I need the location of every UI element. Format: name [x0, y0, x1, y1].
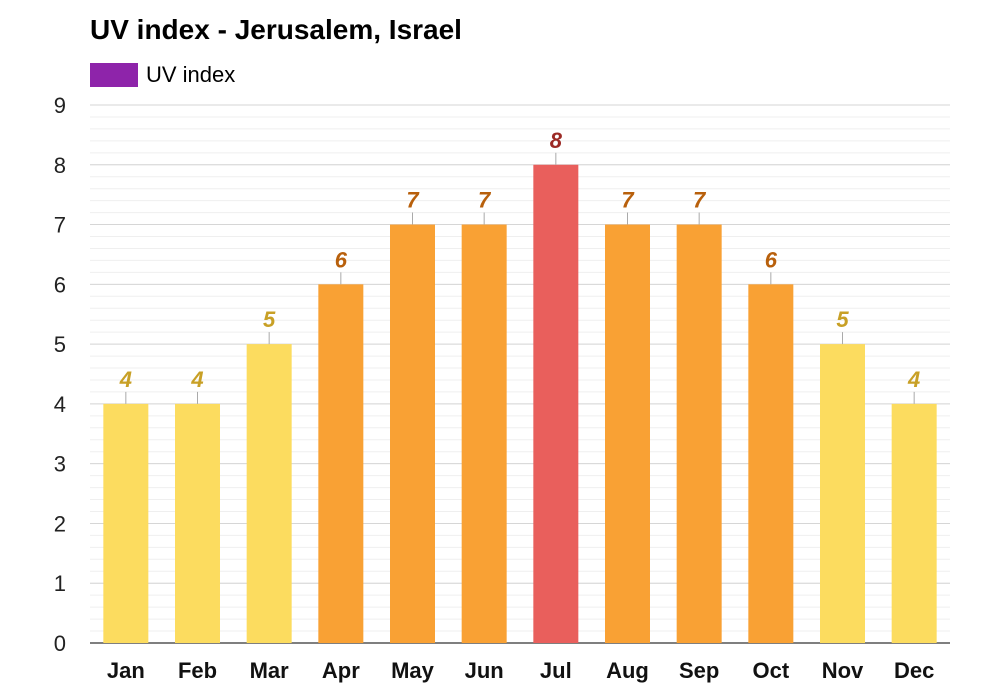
- x-axis: Jan Feb Mar Apr May Jun Jul Aug Sep Oct Nov Dec: [107, 658, 934, 683]
- chart-title: UV index - Jerusalem, Israel: [90, 14, 462, 45]
- legend[interactable]: UV index: [90, 62, 235, 88]
- y-tick-label: 4: [54, 392, 66, 417]
- y-tick-label: 1: [54, 571, 66, 596]
- bar-apr[interactable]: [318, 284, 364, 643]
- data-label-sep: 7: [693, 188, 707, 213]
- x-tick-label-dec: Dec: [894, 658, 934, 683]
- gridlines: [90, 104, 950, 644]
- x-tick-label-aug: Aug: [606, 658, 649, 683]
- x-tick-label-sep: Sep: [679, 658, 719, 683]
- data-label-feb: 4: [190, 367, 203, 392]
- y-tick-label: 3: [54, 452, 66, 477]
- data-label-mar: 5: [263, 307, 276, 332]
- legend-swatch: [90, 63, 138, 87]
- x-tick-label-jan: Jan: [107, 658, 145, 683]
- x-tick-label-jun: Jun: [465, 658, 504, 683]
- y-axis: 0 1 2 3 4 5 6 7 8 9: [54, 93, 950, 656]
- x-tick-label-jul: Jul: [540, 658, 572, 683]
- data-label-jan: 4: [119, 367, 132, 392]
- bar-jan[interactable]: [103, 403, 149, 643]
- bar-sep[interactable]: [676, 224, 722, 644]
- data-label-dec: 4: [907, 367, 920, 392]
- x-tick-label-nov: Nov: [822, 658, 864, 683]
- data-label-jun: 7: [478, 188, 492, 213]
- bar-dec[interactable]: [891, 403, 937, 643]
- y-tick-label: 0: [54, 631, 66, 656]
- bar-oct[interactable]: [748, 284, 794, 643]
- x-tick-label-oct: Oct: [752, 658, 789, 683]
- bar-mar[interactable]: [246, 344, 292, 643]
- y-tick-label: 7: [54, 213, 66, 238]
- bar-aug[interactable]: [605, 224, 650, 644]
- bar-may[interactable]: [390, 224, 435, 644]
- y-tick-label: 5: [54, 332, 66, 357]
- legend-label: UV index: [146, 62, 236, 87]
- x-tick-label-mar: Mar: [250, 658, 290, 683]
- data-label-nov: 5: [836, 307, 849, 332]
- x-tick-label-feb: Feb: [178, 658, 217, 683]
- data-label-jul: 8: [550, 128, 563, 153]
- x-tick-label-apr: Apr: [322, 658, 360, 683]
- bar-feb[interactable]: [175, 403, 220, 643]
- y-tick-label: 6: [54, 272, 66, 297]
- y-tick-label: 9: [54, 93, 66, 118]
- x-tick-label-may: May: [391, 658, 435, 683]
- bar-nov[interactable]: [820, 344, 865, 643]
- bars: 4 4 5 6 7 7 8 7 7 6 5 4: [103, 128, 937, 644]
- data-label-oct: 6: [765, 247, 778, 272]
- bar-jun[interactable]: [461, 224, 507, 644]
- data-label-aug: 7: [621, 188, 635, 213]
- y-tick-label: 8: [54, 153, 66, 178]
- data-label-apr: 6: [335, 247, 348, 272]
- y-tick-label: 2: [54, 511, 66, 536]
- bar-jul[interactable]: [533, 164, 579, 643]
- data-label-may: 7: [406, 188, 420, 213]
